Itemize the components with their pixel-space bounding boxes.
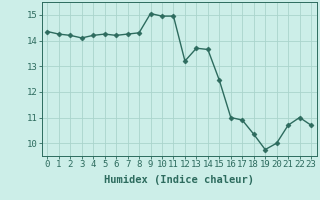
X-axis label: Humidex (Indice chaleur): Humidex (Indice chaleur) <box>104 175 254 185</box>
